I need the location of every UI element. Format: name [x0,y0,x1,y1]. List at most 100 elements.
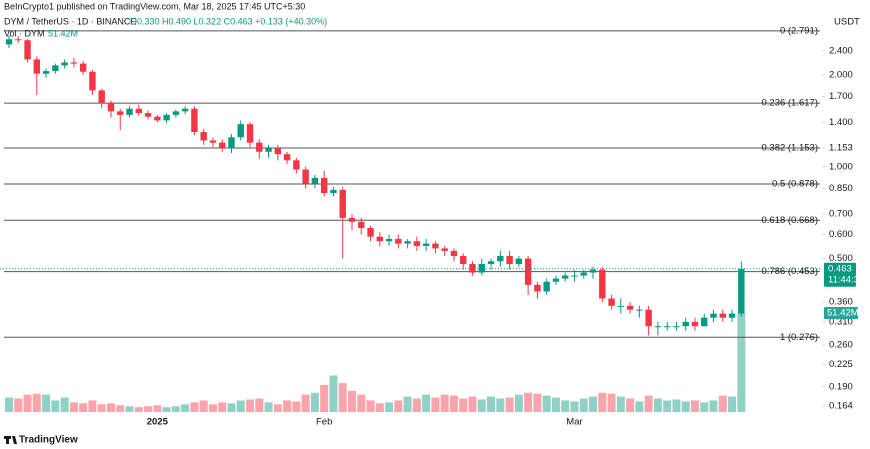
volume-bar [589,396,598,412]
candle-body [376,236,383,242]
published: BeInCrypto1 published on TradingView.com… [4,1,305,11]
volume-bar [718,395,727,412]
volume-bar [422,394,431,412]
fib-label: 0.5 (0.878) [772,179,818,190]
volume-bar [681,401,690,412]
volume-bar [51,400,60,412]
volume-bar [700,402,709,412]
price-badge-label: 0.463 [828,263,852,274]
candle-body [339,189,346,218]
candle-body [543,281,550,292]
y-tick-label: 0.850 [829,183,853,194]
volume-bar [273,404,282,412]
candle-body [274,148,282,155]
candle-body [302,169,309,184]
volume-bar [162,407,171,412]
volume-bar [663,400,672,412]
candle-body [691,321,699,327]
candle-body [404,241,411,244]
y-tick-label: 0.600 [829,229,853,240]
candle-body [283,154,291,161]
candle-body [311,177,319,184]
candle-body [237,124,244,138]
symbol: DYM / TetherUS · 1D · BINANCE [4,16,136,26]
volume-bar [255,398,264,412]
candle-body [61,62,68,66]
volume-bar [570,401,579,412]
candle-body [200,132,207,141]
volume-bar [672,399,681,412]
volume-bar [301,394,310,412]
candle-body [154,116,161,121]
candle-body [645,309,652,327]
volume-bar [524,392,533,412]
candle-body [608,298,615,306]
candle-body [385,238,393,242]
volume-bar [134,407,143,412]
volume-bar [607,393,616,412]
candle-body [589,269,597,273]
volume-bar [181,404,190,412]
volume-bar [551,397,560,412]
volume-bar [505,397,514,412]
fib-label: 0.236 (1.617) [761,98,818,109]
candle-body [663,326,671,328]
candle-body [107,102,115,112]
volume-bar [514,394,523,412]
volume-bar [496,398,505,412]
candle-body [126,108,133,115]
candle-body [70,62,78,64]
x-tick-label: Feb [316,417,332,428]
candle-body [144,113,152,117]
volume-bar [431,397,440,412]
volume-bar [487,396,496,412]
volume-layer [5,312,746,412]
y-tick-label: 1.400 [829,117,853,128]
candle-body [710,313,717,318]
volume-bar [737,312,746,412]
candle-body [728,313,736,318]
volume-bar [125,406,134,412]
volume-bar [403,396,412,412]
volume-bar [5,397,13,412]
logo-mark [4,436,17,444]
volume-bar [106,403,115,412]
candle-body [617,305,625,307]
candle-body [163,114,170,121]
candle-layer [5,35,745,336]
candle-body [571,275,578,277]
candle-body [682,321,689,327]
axis-layer: 2.400 2.000 1.700 1.400 1.153 1.000 0.850 0.700… [0,45,864,428]
volume-bar [310,392,319,412]
ohlc: O0.330 H0.490 L0.322 C0.463 +0.133 (+40.… [130,16,327,26]
volume-bar [199,400,208,412]
volume-bar [644,395,653,412]
candle-body [506,255,513,265]
candle-body [117,111,124,115]
volume-bar [23,394,32,412]
volume-bar [412,398,421,412]
volume-bar [626,398,635,412]
candle-body [191,108,198,133]
candle-body [348,217,356,222]
y-tick-label: 0.164 [829,401,853,412]
candle-body [293,160,300,170]
volume-bar [635,401,644,412]
volume-bar [208,404,217,412]
price-badge [824,262,856,287]
volume-bar [459,398,468,412]
volume-bar [375,403,384,412]
candle-body [42,71,50,74]
volume-title: Vol · DYM [4,28,45,38]
candle-body [89,71,96,91]
candle-body [33,59,41,74]
candle-body [478,264,485,273]
candle-body [98,90,105,103]
candle-body [626,305,634,310]
volume-bar [236,400,245,412]
candle-body [135,108,142,114]
candle-body [172,111,180,115]
candle-body [515,258,523,265]
countdown-label: 11:44:38 [828,274,864,285]
fib-label: 0.786 (0.453) [761,266,818,277]
